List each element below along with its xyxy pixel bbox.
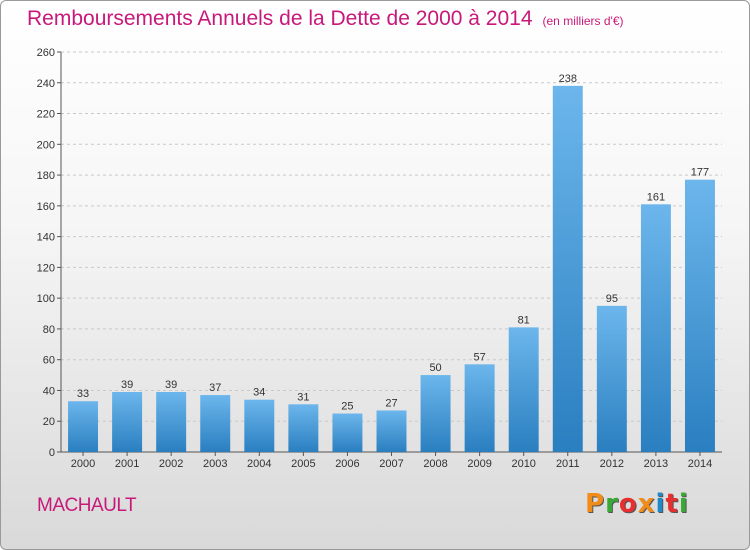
- bar: [464, 364, 495, 452]
- bar: [244, 399, 275, 452]
- y-tick-label: 20: [43, 416, 55, 428]
- x-tick-label: 2009: [467, 458, 491, 470]
- x-tick-label: 2004: [247, 458, 271, 470]
- y-tick-label: 220: [37, 109, 55, 121]
- x-tick-label: 2012: [600, 458, 624, 470]
- bar: [332, 413, 363, 452]
- y-tick-label: 260: [37, 47, 55, 59]
- data-label: 31: [297, 391, 309, 403]
- y-tick-label: 180: [37, 170, 55, 182]
- bar: [640, 204, 671, 452]
- data-label: 34: [253, 387, 265, 399]
- chart-title: Remboursements Annuels de la Dette de 20…: [27, 7, 624, 31]
- bar: [596, 305, 627, 452]
- x-tick-label: 2002: [159, 458, 183, 470]
- chart-title-text: Remboursements Annuels de la Dette de 20…: [27, 7, 533, 30]
- bar: [508, 327, 539, 452]
- x-tick-label: 2000: [71, 458, 95, 470]
- bar: [420, 375, 451, 452]
- bar: [288, 404, 319, 452]
- bar: [112, 392, 143, 452]
- data-label: 33: [77, 388, 89, 400]
- data-label: 27: [385, 397, 397, 409]
- proxiti-logo: Proxiti: [585, 489, 689, 519]
- y-tick-label: 200: [37, 139, 55, 151]
- bar: [200, 395, 231, 452]
- y-tick-label: 160: [37, 201, 55, 213]
- bar: [156, 392, 187, 452]
- data-label: 57: [474, 351, 486, 363]
- data-label: 25: [341, 401, 353, 413]
- x-tick-label: 2008: [423, 458, 447, 470]
- data-label: 39: [121, 379, 133, 391]
- x-tick-label: 2013: [644, 458, 668, 470]
- data-label: 238: [559, 73, 577, 85]
- data-label: 50: [429, 362, 441, 374]
- data-label: 37: [209, 382, 221, 394]
- y-tick-label: 120: [37, 262, 55, 274]
- data-label: 177: [691, 167, 709, 179]
- y-tick-label: 40: [43, 385, 55, 397]
- chart-unit: (en milliers d'€): [542, 14, 624, 28]
- y-tick-label: 140: [37, 232, 55, 244]
- bar: [376, 410, 407, 452]
- data-label: 81: [518, 314, 530, 326]
- x-tick-label: 2014: [688, 458, 712, 470]
- y-tick-label: 0: [49, 447, 55, 459]
- commune-name: MACHAULT: [37, 495, 137, 516]
- y-tick-label: 60: [43, 355, 55, 367]
- x-tick-label: 2001: [115, 458, 139, 470]
- x-tick-label: 2006: [335, 458, 359, 470]
- y-tick-label: 80: [43, 324, 55, 336]
- bar: [552, 85, 583, 452]
- x-tick-label: 2010: [511, 458, 535, 470]
- y-tick-label: 240: [37, 78, 55, 90]
- bar: [68, 401, 99, 452]
- x-tick-label: 2005: [291, 458, 315, 470]
- x-tick-label: 2011: [556, 458, 580, 470]
- data-label: 161: [647, 191, 665, 203]
- data-label: 95: [606, 293, 618, 305]
- y-tick-label: 100: [37, 293, 55, 305]
- data-label: 39: [165, 379, 177, 391]
- bar: [684, 179, 715, 452]
- x-tick-label: 2007: [379, 458, 403, 470]
- x-tick-label: 2003: [203, 458, 227, 470]
